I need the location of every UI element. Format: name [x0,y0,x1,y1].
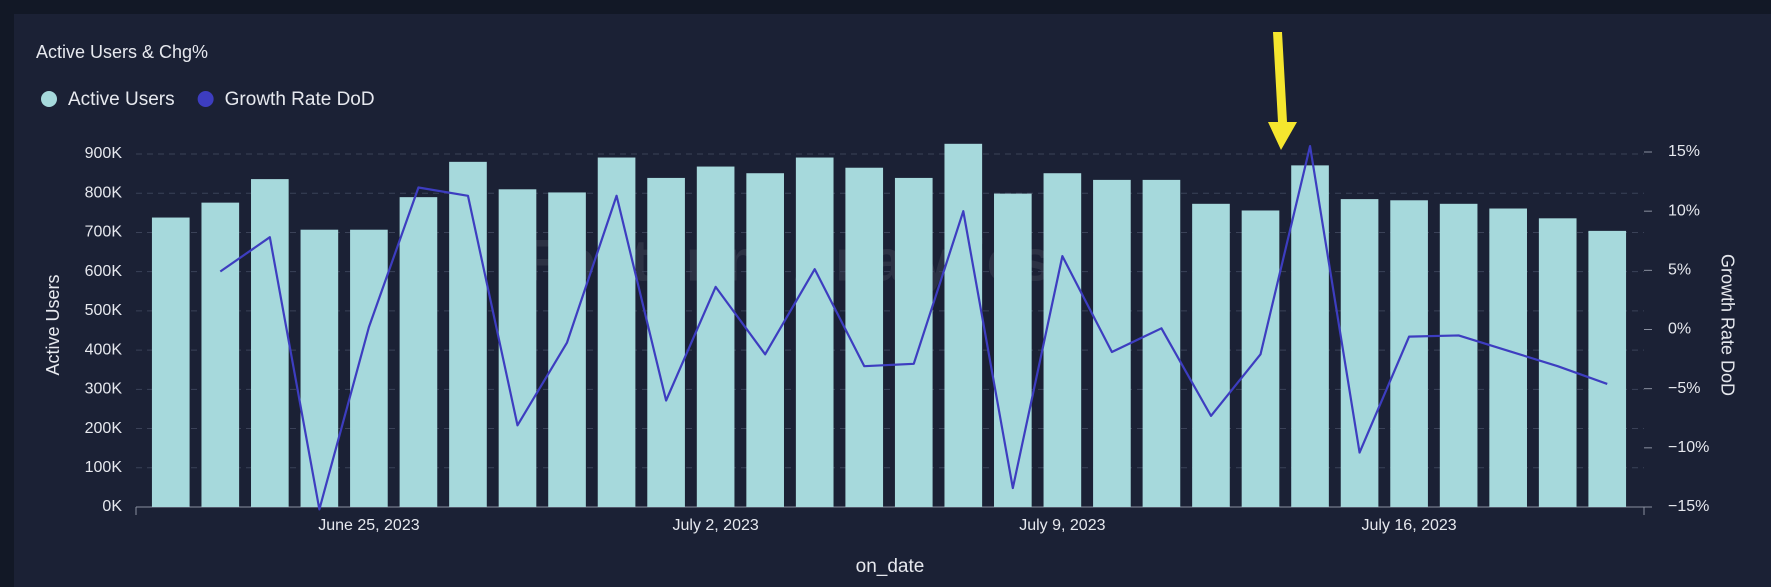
bar [1043,173,1082,508]
x-tick-label: July 9, 2023 [1019,517,1105,534]
bar [845,167,884,507]
y-tick-label: 900K [85,145,123,162]
y-tick-label: 500K [85,302,123,319]
growth-line [219,144,1608,511]
y-tick-label: 400K [85,341,123,358]
chart-title: Active Users & Chg% [36,42,208,62]
legend-label: Active Users [68,89,175,110]
bar [994,193,1032,507]
y2-tick-label: −10% [1668,439,1709,456]
bar [795,157,834,507]
bar [251,179,289,507]
y-tick-label: 700K [85,224,123,241]
bar [944,143,983,507]
x-axis-label: on_date [856,556,925,577]
y2-axis-label: Growth Rate DoD [1717,254,1737,396]
bar [1093,179,1131,508]
bar [1142,179,1181,508]
y2-tick-label: 0% [1668,321,1691,338]
bar [399,197,438,507]
bar [1439,203,1478,507]
legend-marker [197,91,214,107]
bar [350,229,388,507]
bar [1489,208,1527,507]
x-tick-label: June 25, 2023 [318,517,420,534]
x-tick-label: July 16, 2023 [1362,517,1457,534]
bar [498,189,537,508]
bar [597,157,636,507]
y2-tick-label: −5% [1668,380,1700,397]
y-tick-label: 200K [85,420,123,437]
bar [696,166,735,507]
y2-tick-label: 5% [1668,262,1691,279]
bar [1241,210,1280,508]
bar [548,192,586,507]
y-tick-label: 800K [85,184,123,201]
bar [300,229,339,507]
y2-tick-label: −15% [1668,498,1709,515]
bar [1192,203,1230,507]
bar [746,173,784,508]
y-tick-label: 300K [85,381,123,398]
bar [1588,230,1627,507]
plot-area: 0K 100K 200K 300K 400K 500K 600K 700K 800K 900K −1… [85,143,1710,534]
legend-label: Growth Rate DoD [225,89,375,110]
bar [1340,199,1379,507]
y-axis-label: Active Users [43,274,63,375]
y-tick-label: 100K [85,459,123,476]
y2-tick-label: 15% [1668,143,1700,160]
y-tick-label: 0K [102,498,122,515]
legend-marker [41,91,57,107]
bar [201,202,240,507]
bar [449,161,487,507]
y2-tick-label: 10% [1668,202,1700,219]
bar [151,217,190,508]
bar [894,177,933,508]
x-tick-label: July 2, 2023 [672,517,758,534]
y-tick-label: 600K [85,263,123,280]
bar [1390,200,1428,507]
annotation-arrow [1268,32,1297,150]
bar [1291,165,1329,507]
bar [647,177,685,508]
